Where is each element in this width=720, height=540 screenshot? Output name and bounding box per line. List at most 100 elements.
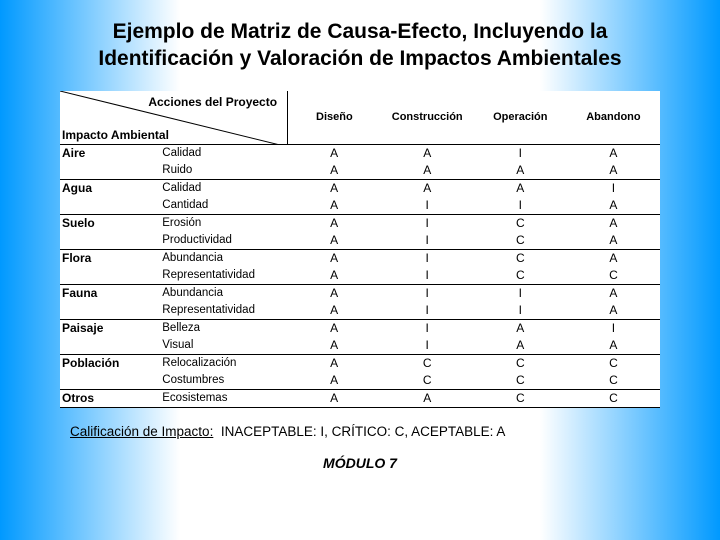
value-cell: I [474,145,567,163]
category-cell [60,197,158,215]
value-cell: A [474,337,567,355]
table-row: AguaCalidadAAAI [60,180,660,198]
value-cell: A [474,162,567,180]
matrix-table: Acciones del Proyecto Impacto Ambiental … [60,91,660,409]
value-cell: C [474,267,567,285]
value-cell: C [567,390,660,408]
category-cell: Fauna [60,285,158,303]
matrix-body: AireCalidadAAIARuidoAAAAAguaCalidadAAAIC… [60,145,660,408]
phase-construccion: Construcción [381,91,474,145]
category-cell [60,232,158,250]
value-cell: A [567,197,660,215]
value-cell: A [288,267,381,285]
value-cell: A [288,162,381,180]
impact-label: Impacto Ambiental [62,128,169,142]
table-row: ProductividadAICA [60,232,660,250]
subcategory-cell: Ecosistemas [158,390,287,408]
value-cell: C [381,355,474,373]
value-cell: A [288,197,381,215]
value-cell: A [567,250,660,268]
value-cell: A [567,302,660,320]
category-cell [60,302,158,320]
subcategory-cell: Abundancia [158,285,287,303]
table-row: CostumbresACCC [60,372,660,390]
impact-matrix: Acciones del Proyecto Impacto Ambiental … [60,91,660,409]
phase-operacion: Operación [474,91,567,145]
table-row: OtrosEcosistemasAACC [60,390,660,408]
phase-abandono: Abandono [567,91,660,145]
table-row: FaunaAbundanciaAIIA [60,285,660,303]
value-cell: A [567,162,660,180]
legend-text: INACEPTABLE: I, CRÍTICO: C, ACEPTABLE: A [221,424,506,439]
table-row: FloraAbundanciaAICA [60,250,660,268]
value-cell: I [381,320,474,338]
value-cell: C [474,215,567,233]
subcategory-cell: Costumbres [158,372,287,390]
value-cell: I [381,302,474,320]
value-cell: A [567,337,660,355]
table-row: PoblaciónRelocalizaciónACCC [60,355,660,373]
legend: Calificación de Impacto: INACEPTABLE: I,… [70,424,680,439]
value-cell: A [567,215,660,233]
category-cell: Paisaje [60,320,158,338]
table-row: PaisajeBellezaAIAI [60,320,660,338]
category-cell: Aire [60,145,158,163]
value-cell: I [381,232,474,250]
subcategory-cell: Calidad [158,145,287,163]
category-cell [60,372,158,390]
value-cell: I [381,267,474,285]
value-cell: A [288,180,381,198]
category-cell: Otros [60,390,158,408]
subcategory-cell: Belleza [158,320,287,338]
value-cell: C [567,355,660,373]
header-row: Acciones del Proyecto Impacto Ambiental … [60,91,660,145]
value-cell: I [381,250,474,268]
table-row: RepresentatividadAIIA [60,302,660,320]
legend-label: Calificación de Impacto: [70,424,213,439]
value-cell: A [288,250,381,268]
value-cell: A [474,320,567,338]
category-cell [60,162,158,180]
value-cell: I [474,285,567,303]
subcategory-cell: Representatividad [158,302,287,320]
subcategory-cell: Relocalización [158,355,287,373]
value-cell: A [288,285,381,303]
value-cell: A [288,355,381,373]
category-cell: Agua [60,180,158,198]
category-cell: Flora [60,250,158,268]
category-cell: Suelo [60,215,158,233]
value-cell: I [567,180,660,198]
slide-title: Ejemplo de Matriz de Causa-Efecto, Inclu… [60,18,660,73]
value-cell: A [288,320,381,338]
value-cell: A [567,232,660,250]
footer-module: MÓDULO 7 [40,455,680,471]
value-cell: C [381,372,474,390]
value-cell: I [474,302,567,320]
value-cell: I [567,320,660,338]
table-row: AireCalidadAAIA [60,145,660,163]
value-cell: A [567,145,660,163]
value-cell: C [474,232,567,250]
value-cell: A [381,180,474,198]
subcategory-cell: Representatividad [158,267,287,285]
phase-diseno: Diseño [288,91,381,145]
subcategory-cell: Ruido [158,162,287,180]
value-cell: C [474,355,567,373]
value-cell: C [474,390,567,408]
value-cell: A [288,145,381,163]
category-cell [60,267,158,285]
value-cell: I [474,197,567,215]
value-cell: A [381,162,474,180]
value-cell: I [381,337,474,355]
table-row: RepresentatividadAICC [60,267,660,285]
diagonal-header: Acciones del Proyecto Impacto Ambiental [60,91,288,145]
table-row: VisualAIAA [60,337,660,355]
value-cell: A [288,372,381,390]
value-cell: A [288,215,381,233]
value-cell: A [474,180,567,198]
value-cell: A [381,390,474,408]
subcategory-cell: Cantidad [158,197,287,215]
category-cell [60,337,158,355]
table-row: CantidadAIIA [60,197,660,215]
subcategory-cell: Visual [158,337,287,355]
